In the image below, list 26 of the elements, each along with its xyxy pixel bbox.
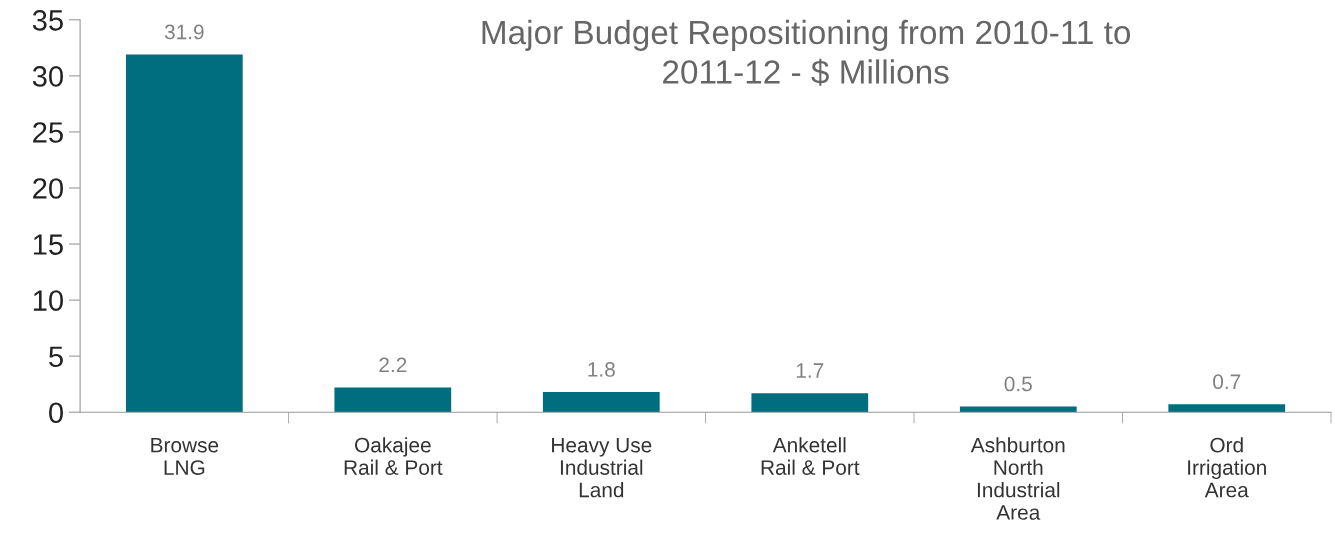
y-tick-label: 35 (32, 10, 63, 31)
y-tick-label: 5 (49, 346, 63, 367)
data-label: 0.7 (1213, 374, 1241, 390)
data-label: 31.9 (164, 24, 204, 40)
data-label: 0.5 (1004, 376, 1032, 392)
bar (751, 393, 869, 413)
data-label: 1.8 (588, 362, 615, 377)
bar (1168, 404, 1286, 413)
x-tick-label: Ord Irrigation Area (1188, 437, 1266, 498)
x-tick-label: Anketell Rail & Port (761, 437, 860, 475)
y-tick-label: 30 (32, 66, 63, 87)
x-tick-label: Oakajee Rail & Port (344, 437, 443, 475)
data-label: 1.7 (796, 363, 824, 378)
y-tick-label: 0 (49, 402, 63, 424)
x-tick-label: Browse LNG (151, 437, 219, 475)
data-label: 2.2 (379, 357, 407, 373)
x-tick-label: Ashburton North Industrial Area (970, 437, 1065, 520)
bar (125, 54, 243, 413)
y-tick-label: 10 (33, 290, 63, 311)
y-tick-label: 15 (33, 234, 63, 255)
y-tick-label: 20 (33, 178, 63, 199)
x-tick-label: Heavy Use Industrial Land (552, 437, 652, 498)
chart-title: Major Budget Repositioning from 2010-11 to 2011-12 - $ Millions (482, 19, 1131, 86)
bar (334, 387, 452, 413)
y-tick-label: 25 (33, 122, 63, 143)
bar (542, 392, 660, 413)
